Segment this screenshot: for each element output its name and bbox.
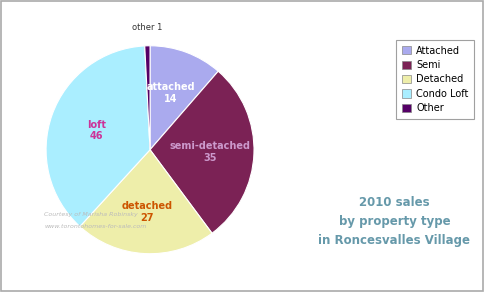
Text: loft
46: loft 46 (87, 120, 106, 141)
Text: www.torontohomes-for-sale.com: www.torontohomes-for-sale.com (44, 224, 146, 229)
Text: semi-detached
35: semi-detached 35 (170, 141, 251, 163)
Text: attached
14: attached 14 (147, 82, 196, 104)
Wedge shape (145, 46, 150, 150)
Text: Courtesy of Marisha Robinsky: Courtesy of Marisha Robinsky (44, 212, 138, 217)
Wedge shape (150, 46, 218, 150)
Text: other 1: other 1 (132, 22, 162, 32)
Wedge shape (46, 46, 150, 227)
Wedge shape (80, 150, 212, 254)
Wedge shape (150, 71, 254, 233)
Legend: Attached, Semi, Detached, Condo Loft, Other: Attached, Semi, Detached, Condo Loft, Ot… (396, 40, 474, 119)
Text: 2010 sales
by property type
in Roncesvalles Village: 2010 sales by property type in Roncesval… (318, 197, 470, 247)
Text: detached
27: detached 27 (121, 201, 172, 223)
